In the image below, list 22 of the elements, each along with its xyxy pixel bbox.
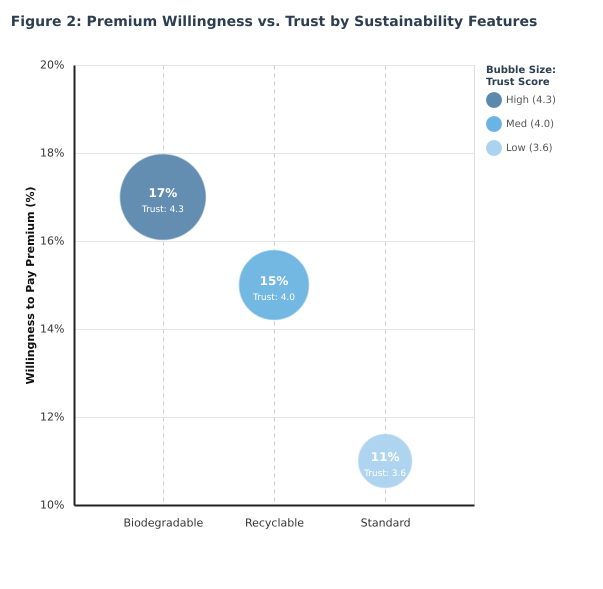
x-tick-label: Standard (360, 516, 411, 530)
data-label: 17% (148, 186, 178, 200)
y-axis-title: Willingness to Pay Premium (%) (24, 186, 38, 385)
legend-label: Low (3.6) (506, 143, 553, 154)
y-tick-label: 14% (40, 322, 64, 336)
y-tick-label: 16% (40, 234, 64, 248)
annotation: Trust: 4.3 (140, 205, 184, 215)
y-tick-label: 12% (40, 410, 64, 424)
legend-label: Med (4.0) (506, 119, 554, 130)
legend-title: Bubble Size: (486, 65, 556, 76)
legend-label: High (4.3) (506, 95, 556, 106)
text: Trust Score (486, 77, 550, 88)
y-tick-label: 18% (40, 146, 64, 160)
x-tick-label: Biodegradable (123, 516, 204, 530)
annotation: Trust: 3.6 (363, 469, 406, 479)
x-tick-label: Recyclable (244, 516, 304, 530)
chart-title: Figure 2: Premium Willingness vs. Trust by Sustainability Features (10, 14, 538, 30)
y-tick-label: 20% (40, 58, 64, 72)
y-tick-label: 10% (40, 498, 64, 512)
annotation: Trust: 4.0 (252, 293, 296, 303)
data-label: 11% (370, 450, 400, 464)
data-label: 15% (260, 274, 288, 288)
